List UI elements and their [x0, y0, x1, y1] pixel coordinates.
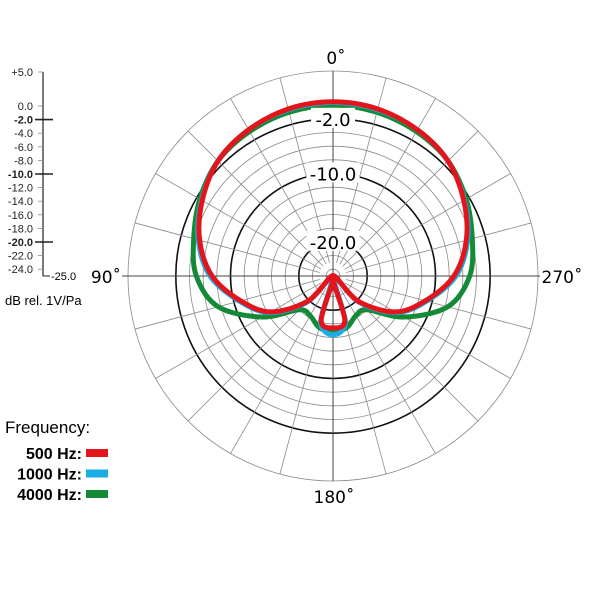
- scale-unit-label: dB rel. 1V/Pa: [5, 293, 82, 308]
- scale-tick-label: -25.0: [51, 271, 76, 283]
- angle-label-right: 270˚: [542, 267, 583, 288]
- scale-tick-label: -16.0: [8, 210, 33, 222]
- angle-label-bottom: 180˚: [314, 487, 355, 508]
- grid-spoke: [344, 282, 511, 379]
- ring-label: -2.0: [315, 110, 350, 131]
- legend: Frequency: 500 Hz: 1000 Hz: 4000 Hz:: [5, 418, 108, 504]
- scale-tick-label: -20.0: [8, 237, 33, 249]
- grid-spoke: [342, 130, 479, 267]
- scale-tick-label: -18.0: [8, 223, 33, 235]
- grid-spoke: [346, 222, 532, 273]
- grid-spoke: [134, 222, 320, 273]
- ring-label-bg: [306, 162, 360, 183]
- grid-spoke: [155, 282, 322, 379]
- scale-tick-label: -24.0: [8, 264, 33, 276]
- scale-tick-label: -8.0: [14, 155, 33, 167]
- ring-label-bg: [311, 107, 355, 128]
- series-line-500hz: [196, 99, 470, 331]
- scale-tick-label: -22.0: [8, 251, 33, 263]
- scale-tick-label: -2.0: [14, 115, 33, 127]
- legend-label: 4000 Hz:: [17, 487, 82, 504]
- scale-tick-label: +5.0: [11, 67, 33, 79]
- legend-swatch: [86, 490, 108, 498]
- scale-tick-label: -10.0: [8, 169, 33, 181]
- ring-label: -10.0: [310, 165, 357, 186]
- grid-spoke: [344, 173, 511, 270]
- ring-label-bg: [306, 230, 360, 251]
- grid-spoke: [346, 279, 532, 330]
- scale-tick-label: -14.0: [8, 196, 33, 208]
- legend-label: 500 Hz:: [26, 446, 82, 463]
- angle-label-top: 0˚: [326, 48, 345, 69]
- scale-tick-label: -4.0: [14, 128, 33, 140]
- scale-tick-label: -12.0: [8, 183, 33, 195]
- scale-tick-label: 0.0: [18, 101, 33, 113]
- angle-label-left: 90˚: [91, 267, 121, 288]
- grid-spoke: [187, 130, 324, 267]
- db-scale: +5.0 0.0 -2.0-4.0 -6.0-8.0 -10.0 -12.0-14.0 -1…: [8, 67, 76, 283]
- polar-curves: [190, 99, 476, 338]
- legend-swatch: [86, 469, 108, 478]
- grid-spoke: [134, 279, 320, 330]
- ring-label: -20.0: [310, 233, 357, 254]
- legend-title: Frequency:: [5, 418, 90, 437]
- grid-spoke: [155, 173, 322, 270]
- scale-tick-label: -6.0: [14, 142, 33, 154]
- legend-swatch: [86, 449, 108, 457]
- legend-label: 1000 Hz:: [17, 467, 82, 484]
- ring-labels: -2.0 -10.0 -20.0: [306, 107, 360, 254]
